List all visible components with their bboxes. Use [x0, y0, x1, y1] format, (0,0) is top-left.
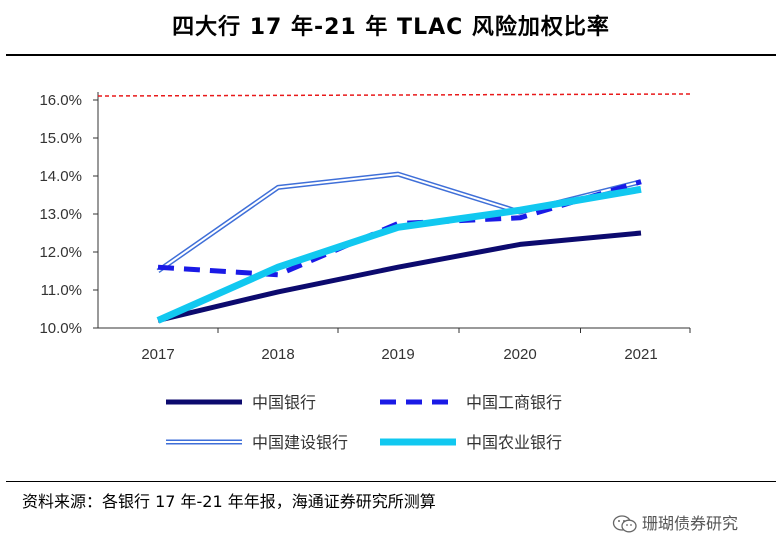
x-tick-label: 2021 — [624, 346, 657, 363]
line-chart: 10.0% 11.0% 12.0% 13.0% 14.0% 15.0% 16.0% 2017 2… — [39, 92, 691, 452]
watermark-text: 珊瑚债券研究 — [642, 514, 739, 533]
series-line-3 — [156, 171, 642, 274]
y-tick-label: 16.0% — [39, 92, 82, 109]
y-tick-label: 10.0% — [39, 320, 82, 337]
legend-label: 中国建设银行 — [252, 433, 348, 452]
reference-line-16pct — [97, 93, 691, 97]
y-tick-label: 11.0% — [41, 282, 82, 299]
legend-label: 中国银行 — [252, 393, 316, 412]
legend-label: 中国农业银行 — [466, 433, 562, 452]
x-tick-label: 2020 — [503, 346, 536, 363]
x-tick-label: 2018 — [261, 346, 294, 363]
wechat-icon — [612, 515, 637, 533]
source-divider — [6, 481, 776, 482]
series-line-1 — [157, 230, 642, 323]
y-tick-label: 12.0% — [39, 244, 82, 261]
series-line-4 — [156, 185, 642, 324]
chart-title: 四大行 17 年-21 年 TLAC 风险加权比率 — [172, 15, 610, 40]
series-line-2 — [157, 179, 642, 278]
title-divider — [6, 54, 776, 56]
watermark: 珊瑚债券研究 — [612, 512, 738, 536]
y-tick-label: 15.0% — [39, 130, 82, 147]
legend-label: 中国工商银行 — [466, 393, 562, 412]
x-tick-label: 2019 — [381, 346, 414, 363]
source-note: 资料来源：各银行 17 年-21 年年报，海通证券研究所测算 — [22, 492, 436, 511]
x-tick-label: 2017 — [141, 346, 174, 363]
y-tick-label: 14.0% — [39, 168, 82, 185]
y-tick-label: 13.0% — [39, 206, 82, 223]
